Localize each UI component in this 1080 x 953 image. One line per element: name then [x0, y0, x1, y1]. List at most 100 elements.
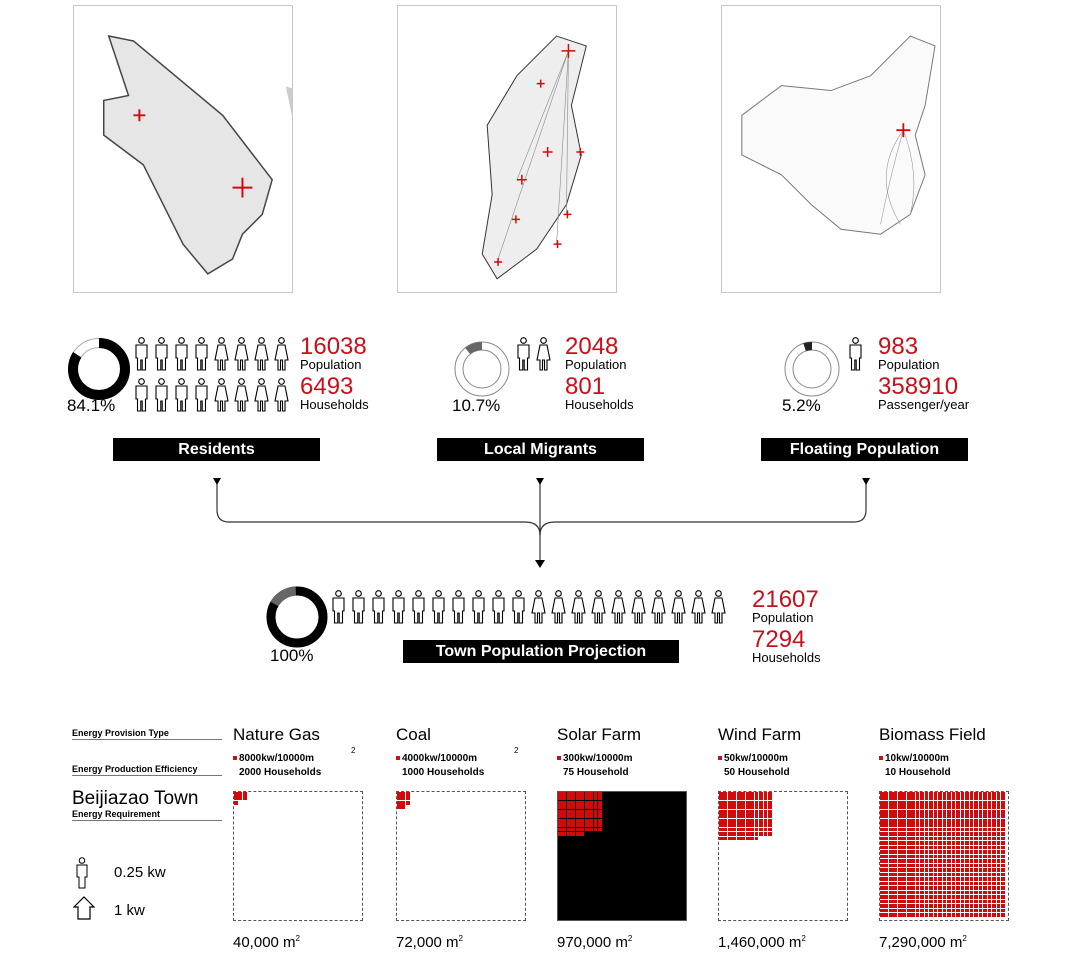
energy-cell — [584, 805, 589, 810]
energy-cell — [996, 872, 1001, 877]
energy-cell — [938, 854, 942, 859]
energy-cell — [942, 850, 947, 854]
energy-cell — [888, 895, 893, 899]
female-person-icon — [711, 590, 726, 624]
local-migrants-people-row — [515, 337, 552, 371]
total-label: Town Population Projection — [403, 640, 679, 663]
energy-cell — [723, 818, 728, 823]
male-person-icon — [517, 337, 530, 371]
energy-cell — [942, 814, 947, 819]
energy-cell — [996, 913, 1001, 917]
energy-cell — [924, 823, 929, 827]
energy-cell — [978, 899, 983, 904]
energy-cell — [978, 827, 983, 832]
energy-cell — [884, 814, 889, 819]
energy-cell — [969, 868, 974, 872]
energy-cell — [888, 814, 893, 819]
local-migrants-population-label: Population — [565, 357, 627, 372]
energy-cell — [969, 836, 974, 841]
energy-cell — [566, 814, 571, 819]
energy-cell — [580, 800, 585, 805]
energy-cell — [933, 868, 938, 872]
energy-cell — [983, 814, 987, 819]
energy-cell — [938, 832, 942, 836]
energy-cell — [902, 832, 907, 836]
energy-cell — [924, 886, 929, 890]
energy-cell — [929, 809, 933, 814]
energy-cell — [906, 908, 911, 913]
energy-cell — [880, 913, 884, 917]
energy-cell — [768, 827, 772, 832]
energy-cell — [924, 814, 929, 819]
energy-cell — [924, 818, 929, 823]
total-people-icons — [330, 590, 727, 624]
energy-cell — [880, 899, 884, 904]
energy-cell — [924, 872, 929, 877]
energy-cell — [915, 913, 920, 917]
energy-cell — [732, 800, 737, 805]
energy-cell — [906, 796, 911, 801]
energy-cell — [969, 827, 974, 832]
male-person-icon — [155, 337, 168, 371]
energy-cell — [969, 908, 974, 913]
energy-cell — [571, 800, 576, 805]
male-person-icon — [849, 337, 862, 371]
energy-cell — [906, 886, 911, 890]
energy-cell — [929, 868, 933, 872]
floating-population-people-row — [847, 337, 864, 371]
energy-cell — [763, 796, 768, 801]
energy-cell — [897, 859, 902, 863]
energy-cell — [942, 805, 947, 810]
energy-area: 970,000 m2 — [557, 934, 633, 951]
energy-cell — [888, 872, 893, 877]
energy-cell — [978, 836, 983, 841]
energy-cell — [960, 863, 965, 868]
energy-cell — [902, 818, 907, 823]
energy-cell — [763, 818, 768, 823]
energy-cell — [880, 872, 884, 877]
female-person-icon — [631, 590, 646, 624]
energy-cell — [938, 814, 942, 819]
energy-cell — [965, 827, 969, 832]
energy-cell — [897, 845, 902, 850]
energy-cell — [996, 818, 1001, 823]
energy-cell — [938, 805, 942, 810]
energy-cell — [584, 818, 589, 823]
energy-cell — [741, 827, 746, 832]
energy-cell — [915, 845, 920, 850]
energy-cell — [933, 814, 938, 819]
floating-population-population-label: Population — [878, 357, 940, 372]
energy-cell — [929, 863, 933, 868]
energy-cell — [992, 805, 996, 810]
energy-cell — [992, 827, 996, 832]
energy-cell — [880, 859, 884, 863]
energy-cell — [974, 868, 978, 872]
energy-cell — [759, 832, 763, 836]
energy-cell — [987, 841, 992, 845]
energy-cell — [589, 809, 593, 814]
energy-cell — [960, 881, 965, 886]
energy-cell — [960, 800, 965, 805]
energy-cell — [951, 877, 956, 881]
energy-cell — [911, 814, 915, 819]
energy-cell — [929, 827, 933, 832]
energy-cell — [902, 872, 907, 877]
energy-cell — [893, 863, 898, 868]
energy-cell — [987, 854, 992, 859]
energy-cell — [933, 886, 938, 890]
energy-cell — [897, 827, 902, 832]
energy-cell — [924, 881, 929, 886]
energy-cell — [969, 877, 974, 881]
energy-cell — [741, 823, 746, 827]
energy-cell — [888, 796, 893, 801]
energy-cell — [580, 809, 585, 814]
energy-cell — [960, 868, 965, 872]
energy-cell — [974, 818, 978, 823]
energy-cell — [571, 827, 576, 832]
energy-cell — [933, 904, 938, 908]
energy-cell — [938, 886, 942, 890]
energy-cell — [902, 792, 907, 796]
energy-cell — [571, 832, 576, 836]
energy-cell — [593, 818, 598, 823]
energy-cell — [1001, 850, 1005, 854]
